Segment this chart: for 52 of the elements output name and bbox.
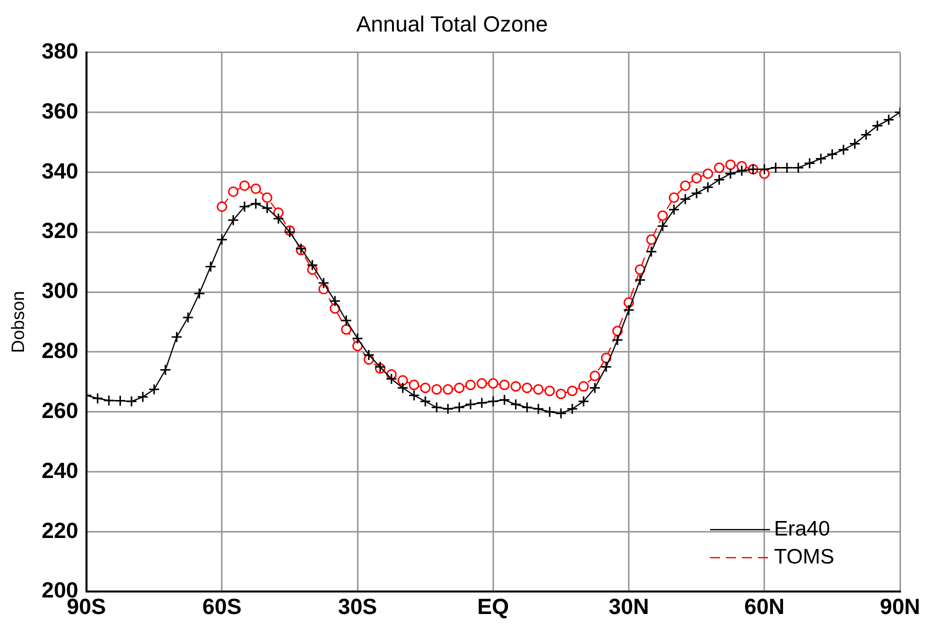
point — [397, 375, 408, 386]
point — [239, 180, 250, 191]
x-tick-label: 30S — [338, 594, 378, 619]
x-tick-label: 60S — [202, 594, 242, 619]
x-tick-label: 60N — [744, 594, 785, 619]
point — [216, 201, 228, 212]
x-tick-label: EQ — [477, 594, 510, 619]
point — [488, 378, 498, 389]
y-tick-label: 320 — [42, 218, 78, 244]
point — [556, 388, 566, 400]
y-tick-label: 340 — [42, 158, 78, 184]
point — [420, 382, 431, 394]
legend-label: TOMS — [774, 545, 834, 568]
point — [702, 168, 714, 179]
point — [668, 192, 680, 203]
point — [646, 234, 657, 245]
point — [408, 380, 420, 390]
point — [714, 162, 724, 173]
point — [567, 386, 578, 396]
point — [578, 381, 589, 392]
y-tick-label: 260 — [42, 398, 78, 423]
y-axis-title: Dobson — [8, 290, 28, 354]
x-tick-label: 30N — [608, 594, 649, 619]
point — [499, 380, 510, 390]
y-tick-label: 380 — [42, 38, 78, 64]
point — [465, 380, 476, 390]
point — [691, 172, 702, 184]
point — [510, 381, 522, 392]
point — [725, 159, 736, 170]
point — [442, 384, 454, 395]
y-tick-label: 360 — [42, 98, 78, 124]
point — [250, 183, 262, 194]
x-tick-label: 90N — [880, 594, 920, 619]
y-tick-label: 220 — [42, 518, 78, 543]
point — [634, 264, 646, 275]
point — [262, 192, 272, 203]
chart-title: Annual Total Ozone — [356, 11, 548, 36]
point — [340, 324, 352, 335]
point — [228, 186, 238, 197]
point — [590, 370, 600, 382]
point — [454, 382, 464, 394]
y-tick-label: 280 — [42, 338, 78, 364]
point — [544, 386, 555, 396]
point — [476, 378, 488, 389]
legend-label: Era40 — [774, 517, 830, 540]
point — [522, 382, 532, 394]
y-tick-label: 240 — [42, 458, 78, 483]
point — [431, 384, 442, 395]
point — [657, 210, 668, 221]
y-tick-label: 300 — [42, 278, 78, 304]
point — [533, 384, 544, 395]
point — [680, 180, 691, 191]
